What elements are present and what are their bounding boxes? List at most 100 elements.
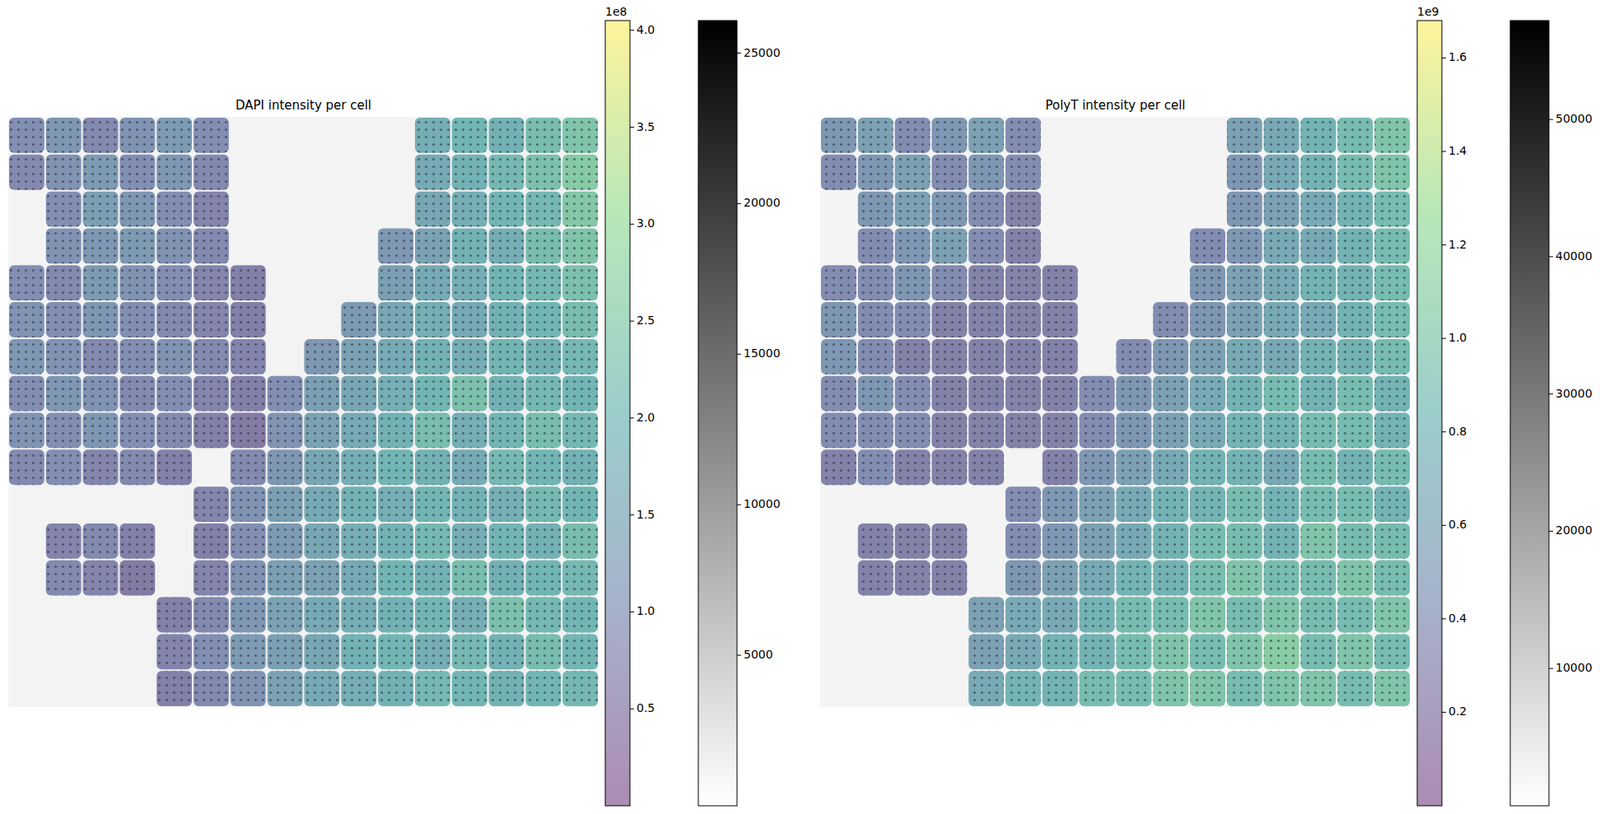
cell (452, 339, 488, 375)
nuclei (83, 228, 119, 264)
nuclei (858, 449, 894, 486)
nuclei (83, 154, 119, 191)
cell (46, 523, 82, 560)
colorbar-tick (629, 223, 635, 225)
nuclei (1301, 228, 1337, 264)
cell (489, 449, 525, 486)
cell (156, 449, 192, 486)
cell (415, 560, 451, 597)
nuclei (415, 634, 451, 670)
nuclei (267, 597, 304, 634)
nuclei (304, 671, 341, 707)
colorbar-tick-label: 15000 (743, 346, 781, 360)
cell (83, 154, 119, 191)
cell (858, 449, 894, 486)
cell (340, 339, 377, 375)
nuclei (1226, 413, 1263, 449)
cell (525, 191, 561, 228)
cell (1005, 560, 1041, 597)
cell (1226, 339, 1263, 375)
nuclei (377, 376, 414, 412)
nuclei (525, 265, 561, 301)
nuclei (895, 413, 931, 449)
nuclei (1005, 154, 1041, 191)
nuclei (1226, 634, 1263, 670)
cell (1374, 339, 1410, 375)
nuclei (895, 265, 931, 301)
nuclei (562, 523, 598, 560)
cell (1264, 117, 1300, 154)
cell (1337, 228, 1373, 264)
nuclei (562, 634, 598, 670)
nuclei (1042, 523, 1078, 560)
nuclei (340, 339, 377, 375)
nuclei (83, 376, 119, 412)
cell (377, 413, 414, 449)
nuclei (858, 523, 894, 560)
nuclei (820, 265, 857, 301)
nuclei (452, 117, 488, 154)
nuclei (489, 154, 525, 191)
cell (1374, 560, 1410, 597)
cell (1005, 228, 1041, 264)
cell (452, 523, 488, 560)
cell (489, 523, 525, 560)
nuclei (267, 486, 304, 523)
nuclei (193, 191, 229, 228)
nuclei (83, 339, 119, 375)
cell (1301, 671, 1337, 707)
cell (895, 117, 931, 154)
cell (452, 413, 488, 449)
nuclei (193, 486, 229, 523)
nuclei (415, 265, 451, 301)
nuclei (9, 154, 45, 191)
cell (1301, 449, 1337, 486)
nuclei (340, 597, 377, 634)
cell (1301, 228, 1337, 264)
nuclei (489, 560, 525, 597)
nuclei (1374, 228, 1410, 264)
cell (119, 117, 155, 154)
nuclei (9, 339, 45, 375)
cell (340, 413, 377, 449)
nuclei (9, 376, 45, 412)
cell (340, 523, 377, 560)
cell (46, 154, 82, 191)
cell (525, 413, 561, 449)
nuclei (119, 413, 155, 449)
nuclei (1042, 634, 1078, 670)
nuclei (1226, 154, 1263, 191)
nuclei (1264, 449, 1300, 486)
colorbar-tick (629, 29, 635, 31)
cell (46, 117, 82, 154)
nuclei (895, 376, 931, 412)
nuclei (304, 523, 341, 560)
cell (1301, 413, 1337, 449)
nuclei (525, 560, 561, 597)
cell (1189, 376, 1226, 412)
cell (562, 523, 598, 560)
cell (1042, 486, 1078, 523)
cell (562, 191, 598, 228)
cell (968, 265, 1004, 301)
nuclei (119, 376, 155, 412)
cell (304, 413, 341, 449)
cell (858, 302, 894, 338)
nuclei (1116, 523, 1153, 560)
nuclei (1337, 449, 1373, 486)
cell (1301, 265, 1337, 301)
cell (1264, 191, 1300, 228)
nuclei (1301, 413, 1337, 449)
nuclei (83, 449, 119, 486)
nuclei (1189, 560, 1226, 597)
nuclei (267, 634, 304, 670)
cell (562, 486, 598, 523)
nuclei (230, 634, 266, 670)
cell (119, 154, 155, 191)
cell (1189, 523, 1226, 560)
nuclei (193, 671, 229, 707)
cell (415, 339, 451, 375)
cell (1152, 449, 1189, 486)
colorbar-tick (629, 126, 635, 128)
nuclei (193, 523, 229, 560)
